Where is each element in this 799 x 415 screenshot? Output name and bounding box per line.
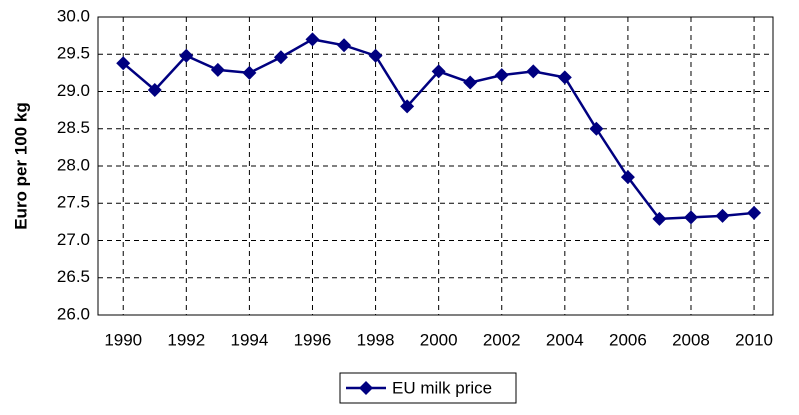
y-tick-label: 26.0	[57, 304, 90, 323]
point-marker	[337, 38, 352, 53]
point-marker	[463, 75, 478, 90]
point-marker	[589, 121, 604, 136]
x-tick-label: 1994	[230, 330, 268, 349]
point-marker	[210, 62, 225, 77]
point-marker	[683, 210, 698, 225]
point-marker	[273, 50, 288, 65]
point-marker	[557, 70, 572, 85]
point-marker	[620, 170, 635, 185]
y-tick-label: 29.5	[57, 44, 90, 63]
y-tick-label: 27.0	[57, 230, 90, 249]
x-tick-label: 2008	[672, 330, 710, 349]
point-marker	[242, 65, 257, 80]
point-marker	[400, 99, 415, 114]
y-tick-label: 27.5	[57, 193, 90, 212]
x-tick-label: 2006	[609, 330, 647, 349]
point-marker	[368, 48, 383, 63]
point-marker	[305, 32, 320, 47]
point-marker	[147, 83, 162, 98]
legend-marker	[359, 381, 373, 395]
plot-border	[97, 16, 774, 316]
x-tick-label: 1998	[357, 330, 395, 349]
y-tick-label: 28.5	[57, 118, 90, 137]
y-tick-label: 28.0	[57, 155, 90, 174]
point-marker	[494, 68, 509, 83]
x-tick-label: 2000	[420, 330, 458, 349]
x-tick-label: 2002	[483, 330, 521, 349]
x-tick-label: 1992	[167, 330, 205, 349]
point-marker	[526, 64, 541, 79]
point-marker	[715, 208, 730, 223]
legend-label: EU milk price	[392, 378, 492, 397]
point-marker	[116, 56, 131, 71]
x-tick-label: 2004	[546, 330, 584, 349]
point-marker	[747, 205, 762, 220]
y-axis-label: Euro per 100 kg	[11, 102, 30, 230]
x-tick-label: 1996	[294, 330, 332, 349]
x-tick-label: 1990	[104, 330, 142, 349]
point-marker	[652, 211, 667, 226]
point-marker	[179, 48, 194, 63]
y-tick-label: 26.5	[57, 267, 90, 286]
x-tick-label: 2010	[735, 330, 773, 349]
y-tick-label: 29.0	[57, 81, 90, 100]
point-marker	[431, 64, 446, 79]
y-tick-label: 30.0	[57, 6, 90, 25]
